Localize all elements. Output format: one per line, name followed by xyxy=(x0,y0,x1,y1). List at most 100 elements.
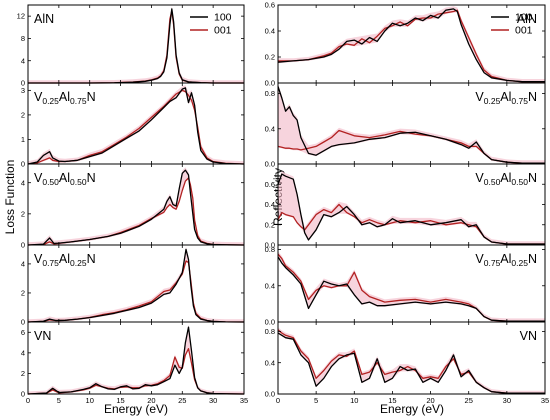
panel-3: 024 V0.50Al0.50N xyxy=(21,163,245,250)
series-line-100 xyxy=(277,256,545,322)
panel-label: VN xyxy=(520,329,537,343)
axes-frame xyxy=(27,4,245,84)
panel-label: V0.50Al0.50N xyxy=(475,171,537,187)
error-band xyxy=(278,171,545,245)
series-line-100 xyxy=(277,86,545,164)
y-tick-label: 0.2 xyxy=(265,220,275,229)
panel-label-text: Al xyxy=(500,171,511,185)
series-line-001 xyxy=(27,348,245,395)
y-tick-label: 0 xyxy=(21,241,25,250)
x-tick-label: 30 xyxy=(503,396,511,405)
panel-label-text: Al xyxy=(59,171,70,185)
panel-label-text: V xyxy=(475,252,484,266)
x-tick-label: 15 xyxy=(116,396,124,405)
series-line-100 xyxy=(27,87,245,165)
panel-label-text: N xyxy=(87,252,96,266)
panel-10: 0.0 0.4 0.8 0 5 10 15 20 25 30 35 VN xyxy=(265,321,549,405)
panel-label: V0.25Al0.75N xyxy=(475,90,537,106)
panel-label-subscript: 0.25 xyxy=(484,96,501,106)
y-tick-label: 2 xyxy=(21,209,25,218)
series-line-100 xyxy=(277,173,545,245)
panel-label-text: V xyxy=(34,171,43,185)
series-line-100 xyxy=(277,332,545,394)
axes-frame xyxy=(277,321,546,395)
series-line-100 xyxy=(28,8,244,84)
legend-label-001: 001 xyxy=(214,25,232,37)
panel-label-subscript: 0.75 xyxy=(511,96,528,106)
panel-label: AlN xyxy=(517,12,537,26)
series-line-001 xyxy=(27,177,245,246)
x-tick-label: 5 xyxy=(314,396,318,405)
y-tick-label: 8 xyxy=(21,34,25,43)
axes-frame xyxy=(27,321,245,395)
series-line-001 xyxy=(27,89,245,165)
y-tick-label: 0.2 xyxy=(265,53,275,62)
panel-label-text: VN xyxy=(34,329,51,343)
y-tick-label: 4 xyxy=(21,348,25,357)
y-tick-label: 0.6 xyxy=(265,1,275,10)
panel-label-text: N xyxy=(528,252,537,266)
panel-label-subscript: 0.75 xyxy=(42,258,59,268)
x-axis-title-right: Energy (eV) xyxy=(380,402,444,416)
panel-label: V0.75Al0.25N xyxy=(475,252,537,268)
y-tick-label: 0.8 xyxy=(265,327,275,336)
series-line-001 xyxy=(277,129,545,164)
y-tick-label: 6 xyxy=(21,328,25,337)
y-tick-label: 0.8 xyxy=(265,89,275,98)
x-tick-label: 20 xyxy=(147,396,155,405)
panel-label-text: Al xyxy=(500,252,511,266)
y-tick-label: 0 xyxy=(21,160,25,169)
y-tick-label: 2 xyxy=(21,111,25,120)
series-line-100 xyxy=(277,8,545,83)
x-tick-label: 0 xyxy=(26,396,30,405)
panel-label-subscript: 0.50 xyxy=(70,177,87,187)
error-band xyxy=(28,324,244,394)
panel-label-subscript: 0.50 xyxy=(42,177,59,187)
panel-label-text: V xyxy=(475,171,484,185)
panel-label-text: AlN xyxy=(517,12,537,26)
panel-8: 0.00.20.40.6 V0.50Al0.50N xyxy=(265,163,546,250)
panel-label: VN xyxy=(34,329,51,343)
x-tick-label: 35 xyxy=(541,396,549,405)
y-axis-title-left: Loss Function xyxy=(3,160,17,235)
legend-label-100: 100 xyxy=(515,12,533,24)
panel-label-text: Al xyxy=(59,90,70,104)
y-tick-label: 2 xyxy=(21,289,25,298)
x-tick-label: 25 xyxy=(178,396,186,405)
y-tick-label: 0.4 xyxy=(265,358,275,367)
y-tick-label: 0.0 xyxy=(265,318,275,327)
panel-label-text: V xyxy=(475,90,484,104)
x-tick-label: 30 xyxy=(209,396,217,405)
panel-label-subscript: 0.75 xyxy=(70,96,87,106)
panel-label-subscript: 0.50 xyxy=(484,177,501,187)
panel-label-subscript: 0.75 xyxy=(484,258,501,268)
y-tick-label: 4 xyxy=(21,178,25,187)
y-tick-label: 12 xyxy=(17,12,25,21)
x-tick-label: 15 xyxy=(388,396,396,405)
y-tick-label: 0.0 xyxy=(265,160,275,169)
y-tick-label: 0 xyxy=(21,79,25,88)
y-tick-label: 0.4 xyxy=(265,27,275,36)
series-line-001 xyxy=(277,203,545,245)
y-tick-label: 1 xyxy=(21,135,25,144)
panel-label-text: VN xyxy=(520,329,537,343)
y-tick-label: 0.4 xyxy=(265,124,275,133)
y-tick-label: 2 xyxy=(21,369,25,378)
error-band xyxy=(278,251,545,322)
panel-label-subscript: 0.25 xyxy=(70,258,87,268)
series-line-100 xyxy=(27,248,245,323)
y-tick-label: 0.4 xyxy=(265,281,275,290)
x-tick-label: 0 xyxy=(276,396,280,405)
legend-label-100: 100 xyxy=(214,12,232,24)
x-tick-label: 10 xyxy=(86,396,94,405)
y-tick-label: 0 xyxy=(21,390,25,399)
y-tick-label: 4 xyxy=(21,56,25,65)
error-band xyxy=(28,6,244,84)
panel-4: 024 V0.75Al0.25N xyxy=(21,244,245,327)
series-line-100 xyxy=(27,169,245,246)
